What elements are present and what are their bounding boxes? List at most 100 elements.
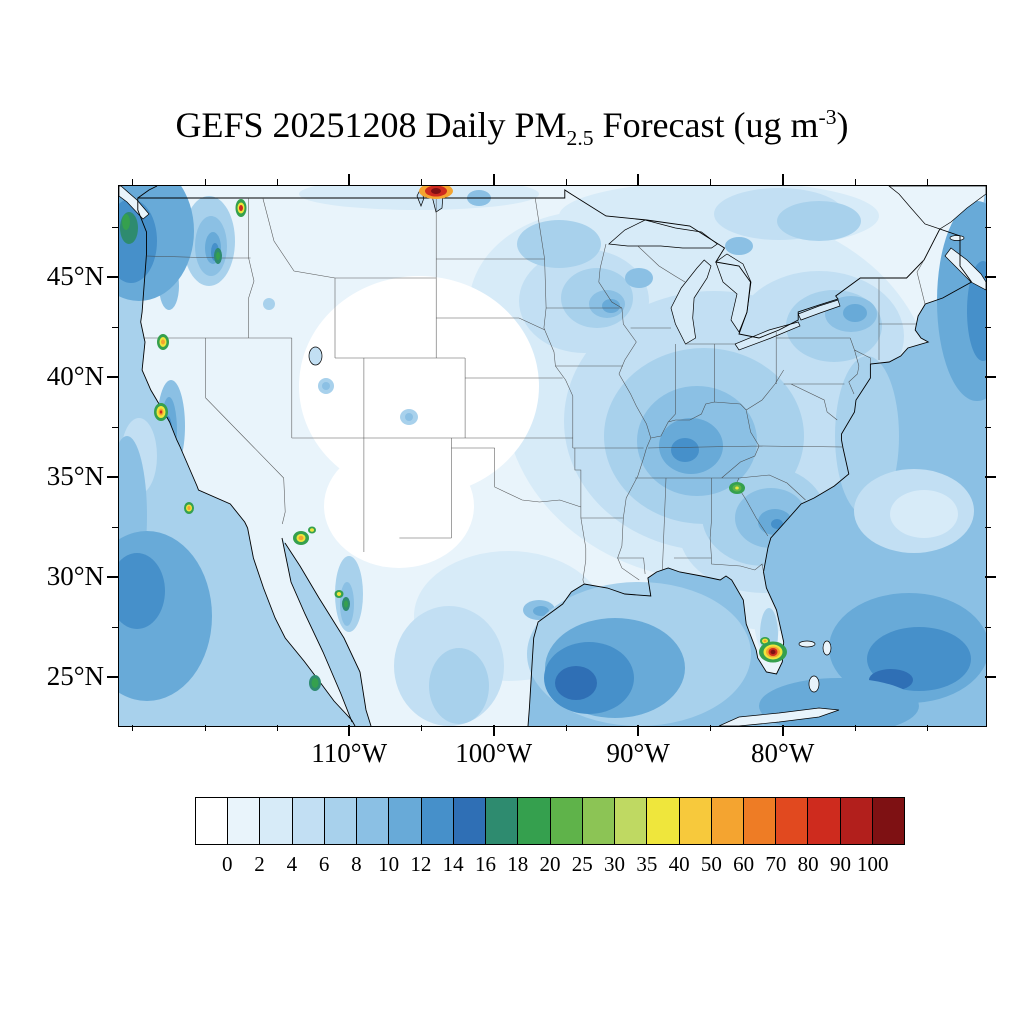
lon-tick-minor: [854, 179, 856, 185]
colorbar-cell: [260, 798, 293, 844]
lon-tick-major: [492, 174, 495, 185]
hotspot-ring: [770, 649, 776, 655]
hotspot-ring: [763, 639, 767, 643]
colorbar-cell: [518, 798, 551, 844]
colorbar-tick-label: 2: [254, 852, 265, 876]
hotspot-ring: [216, 252, 220, 260]
lon-tick-label: 100°W: [455, 738, 533, 768]
lat-tick-label: 35°N: [46, 461, 104, 491]
lon-tick-label: 110°W: [311, 738, 388, 768]
colorbar-cell: [615, 798, 648, 844]
title-prefix: GEFS 20251208 Daily PM: [175, 105, 567, 145]
colorbar-tick-label: 30: [604, 852, 626, 876]
colorbar-tick-label: 12: [410, 852, 432, 876]
colorbar-cell: [486, 798, 519, 844]
lat-tick-minor: [985, 227, 991, 228]
hotspot-ring: [239, 205, 243, 211]
colorbar-tick-label: 0: [222, 852, 233, 876]
lake-ontario: [797, 299, 841, 321]
colorbar-cell: [228, 798, 261, 844]
hotspot-ring: [159, 410, 163, 414]
atlantic-gulf-coastline: [527, 281, 972, 726]
lon-tick-major: [637, 174, 640, 185]
colorbar-cell: [196, 798, 229, 844]
colorbar: [195, 797, 905, 845]
lon-tick-minor: [565, 179, 567, 185]
colorbar-cell: [840, 798, 873, 844]
colorbar-cell: [647, 798, 680, 844]
lat-tick-major: [107, 376, 118, 378]
colorbar-cell: [421, 798, 454, 844]
hotspot-ring: [187, 506, 191, 510]
title-subscript: 2.5: [566, 126, 594, 151]
lon-tick-minor: [927, 725, 929, 731]
title-middle: Forecast (ug m: [593, 105, 819, 145]
lat-tick-minor: [112, 227, 118, 228]
hotspot-ring: [310, 528, 314, 532]
gaspe-newbrunswick-land: [888, 186, 986, 230]
lat-tick-label: 30°N: [46, 561, 104, 591]
lake-superior: [608, 219, 718, 249]
lake-michigan: [670, 259, 712, 345]
colorbar-cell: [389, 798, 422, 844]
colorbar-tick-label: 60: [733, 852, 755, 876]
lon-tick-minor: [204, 725, 206, 731]
lat-tick-minor: [985, 327, 991, 328]
lat-tick-minor: [112, 627, 118, 628]
lake-erie: [734, 321, 801, 351]
lon-tick-label: 90°W: [606, 738, 670, 768]
colorbar-tick-label: 70: [765, 852, 787, 876]
colorbar-cell: [743, 798, 777, 844]
canada-us-border: [137, 189, 972, 339]
colorbar-tick-label: 16: [474, 852, 496, 876]
lon-tick-major: [348, 725, 351, 736]
colorbar-tick-label: 10: [378, 852, 400, 876]
lat-tick-major: [985, 476, 996, 478]
lon-tick-minor: [204, 179, 206, 185]
plot-title: GEFS 20251208 Daily PM2.5 Forecast (ug m…: [0, 104, 1024, 151]
colorbar-tick-label: 20: [539, 852, 561, 876]
colorbar-cell: [453, 798, 487, 844]
colorbar-tick-label: 35: [636, 852, 658, 876]
baja-coastline: [247, 527, 356, 726]
lat-tick-major: [985, 576, 996, 578]
colorbar-tick-label: 6: [318, 852, 330, 876]
title-superscript: -3: [818, 105, 837, 129]
colorbar-cell: [711, 798, 744, 844]
lat-tick-minor: [112, 327, 118, 328]
lon-tick-minor: [276, 179, 278, 185]
hotspot-ring: [431, 188, 441, 194]
lon-tick-minor: [132, 725, 134, 731]
gulf-california-coastline: [281, 537, 353, 723]
nova-scotia-land: [944, 247, 986, 291]
colorbar-tick-label: 4: [286, 852, 298, 876]
lat-tick-major: [985, 276, 996, 278]
lon-tick-major: [781, 725, 784, 736]
adjacent-land-overlays: [119, 186, 986, 726]
lat-tick-minor: [112, 427, 118, 428]
colorbar-cell: [776, 798, 809, 844]
lon-tick-minor: [565, 725, 567, 731]
lon-tick-minor: [710, 725, 712, 731]
lon-tick-minor: [710, 179, 712, 185]
lat-tick-minor: [112, 527, 118, 528]
colorbar-cell: [679, 798, 712, 844]
lat-tick-major: [107, 676, 118, 678]
map-frame: [118, 185, 987, 727]
lon-tick-minor: [421, 179, 423, 185]
lat-tick-major: [985, 676, 996, 678]
colorbar-tick-label: 25: [571, 852, 593, 876]
colorbar-cell: [872, 798, 905, 844]
prince-edward-island: [949, 235, 965, 241]
land-field-shading: [157, 186, 934, 726]
bahama-island: [798, 640, 816, 648]
state-borders: [143, 197, 926, 585]
lon-tick-label: 80°W: [751, 738, 815, 768]
ocean-field-shading: [119, 186, 986, 726]
title-suffix: ): [836, 105, 849, 145]
hotspot-ring: [311, 678, 319, 688]
lat-tick-minor: [985, 627, 991, 628]
colorbar-tick-label: 40: [668, 852, 690, 876]
lat-tick-label: 40°N: [46, 361, 104, 391]
hotspot-ring: [344, 600, 348, 608]
